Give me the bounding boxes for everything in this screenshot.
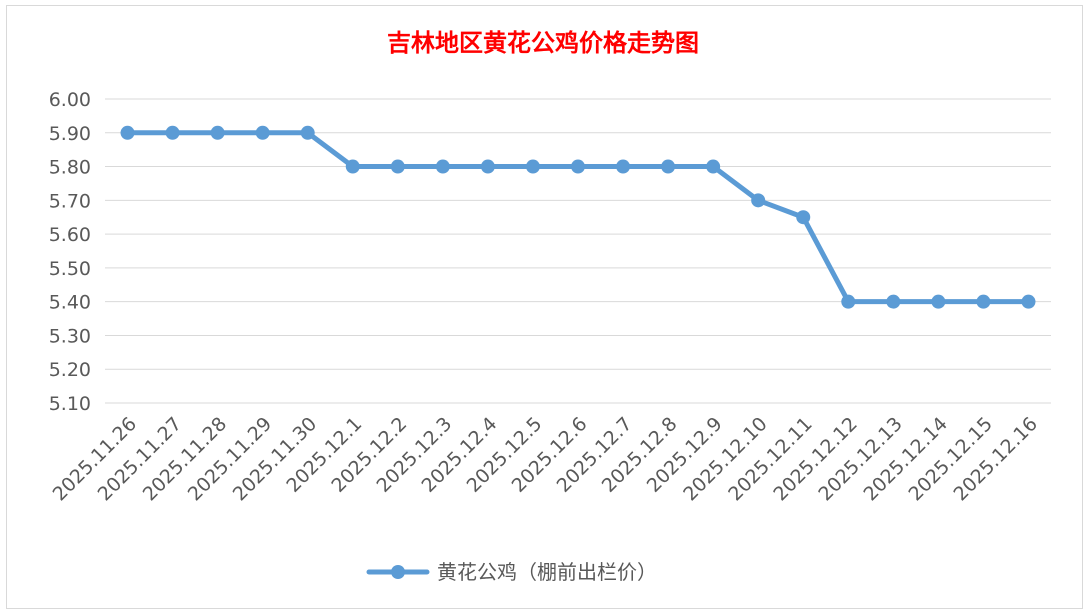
y-tick-label: 5.90 <box>49 123 91 145</box>
data-point <box>480 159 495 174</box>
data-point <box>841 294 856 309</box>
data-point <box>976 294 991 309</box>
data-point <box>390 159 405 174</box>
data-point <box>120 125 135 140</box>
data-point <box>616 159 631 174</box>
y-tick-label: 5.30 <box>49 325 91 347</box>
data-point <box>661 159 676 174</box>
data-point <box>751 193 766 208</box>
y-tick-label: 5.50 <box>49 258 91 280</box>
series-layer <box>120 125 1036 309</box>
data-point <box>255 125 270 140</box>
data-point <box>1021 294 1036 309</box>
chart-title: 吉林地区黄花公鸡价格走势图 <box>387 28 699 57</box>
y-axis: 6.00 5.90 5.80 5.70 5.60 5.50 5.40 5.30 5.20 5.10 <box>49 89 91 415</box>
data-point <box>210 125 225 140</box>
data-point <box>435 159 450 174</box>
y-tick-label: 5.80 <box>49 157 91 179</box>
line-chart: 吉林地区黄花公鸡价格走势图 6.00 5.90 5.80 5.70 5.60 5.50 5.… <box>49 28 1051 584</box>
data-point <box>525 159 540 174</box>
y-tick-label: 6.00 <box>49 89 91 111</box>
data-point <box>571 159 585 174</box>
data-point <box>796 210 811 225</box>
data-point <box>300 125 315 140</box>
y-tick-label: 5.20 <box>49 359 91 381</box>
data-point <box>931 294 946 309</box>
data-point <box>345 159 360 174</box>
legend-label: 黄花公鸡（棚前出栏价） <box>437 560 657 584</box>
legend: 黄花公鸡（棚前出栏价） <box>366 560 657 584</box>
chart-frame: 吉林地区黄花公鸡价格走势图 6.00 5.90 5.80 5.70 5.60 5.50 5.… <box>6 5 1083 609</box>
y-tick-label: 5.40 <box>49 292 91 314</box>
x-axis: 2025.11.262025.11.272025.11.282025.11.29… <box>49 413 1042 505</box>
series-line <box>125 130 1031 305</box>
y-tick-label: 5.60 <box>49 224 91 246</box>
data-point <box>706 159 721 174</box>
data-point <box>165 125 180 140</box>
gridlines <box>105 98 1051 404</box>
y-tick-label: 5.70 <box>49 190 91 212</box>
data-point <box>886 294 901 309</box>
y-tick-label: 5.10 <box>49 393 91 415</box>
legend-dot-marker <box>391 565 405 579</box>
